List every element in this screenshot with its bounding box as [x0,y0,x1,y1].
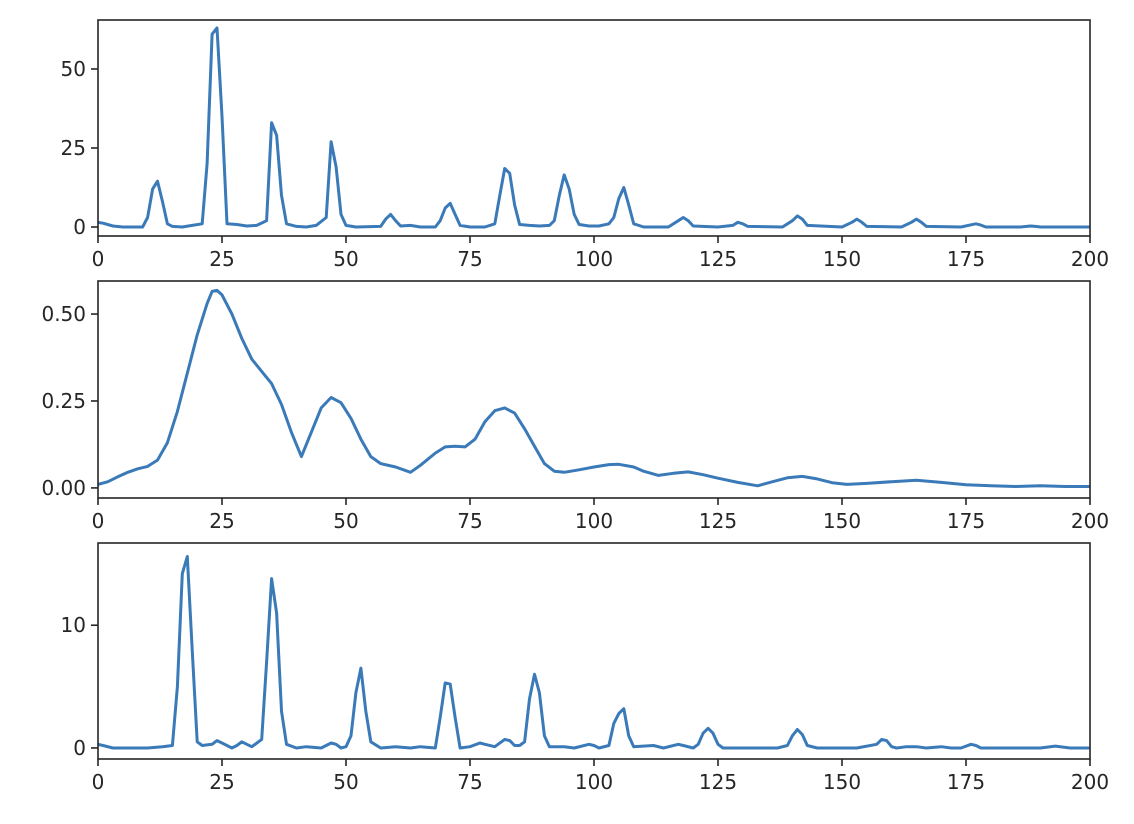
subplot-middle: 0 25 50 75 100 125 150 175 200 0.00 0.25 0.50 [41,280,1109,533]
y-tick-label: 0 [73,736,86,760]
x-tick-label: 25 [209,509,234,533]
series-line [98,26,1090,229]
x-tick-label: 50 [333,509,358,533]
y-tick-label: 25 [61,136,86,160]
x-tick-label: 50 [333,770,358,794]
x-tick-label: 100 [575,509,613,533]
x-tick-label: 100 [575,247,613,271]
x-tick-label: 25 [209,770,234,794]
y-tick-label: 0 [73,215,86,239]
x-tick-label: 0 [92,509,105,533]
x-tick-label: 100 [575,770,613,794]
x-tick-label: 175 [947,770,985,794]
y-tick-label: 50 [61,57,86,81]
x-tick-label: 75 [457,770,482,794]
y-tick-label: 10 [61,613,86,637]
x-tick-label: 200 [1071,509,1109,533]
x-tick-label: 150 [823,247,861,271]
x-tick-label: 150 [823,770,861,794]
subplot-bottom: 0 25 50 75 100 125 150 175 200 0 10 [61,542,1109,794]
y-tick-label: 0.50 [41,302,86,326]
subplot-top: 0 25 50 75 100 125 150 175 200 0 25 50 [61,19,1109,271]
x-tick-label: 125 [699,770,737,794]
x-tick-label: 175 [947,509,985,533]
x-tick-label: 75 [457,247,482,271]
x-tick-label: 175 [947,247,985,271]
x-tick-label: 0 [92,247,105,271]
series-line [98,288,1090,488]
series-line [98,555,1090,750]
y-tick-label: 0.00 [41,476,86,500]
x-tick-label: 125 [699,509,737,533]
x-tick-label: 150 [823,509,861,533]
x-tick-label: 75 [457,509,482,533]
x-tick-label: 50 [333,247,358,271]
x-tick-label: 0 [92,770,105,794]
y-tick-label: 0.25 [41,389,86,413]
x-tick-label: 200 [1071,247,1109,271]
x-tick-label: 200 [1071,770,1109,794]
x-tick-label: 25 [209,247,234,271]
x-tick-label: 125 [699,247,737,271]
